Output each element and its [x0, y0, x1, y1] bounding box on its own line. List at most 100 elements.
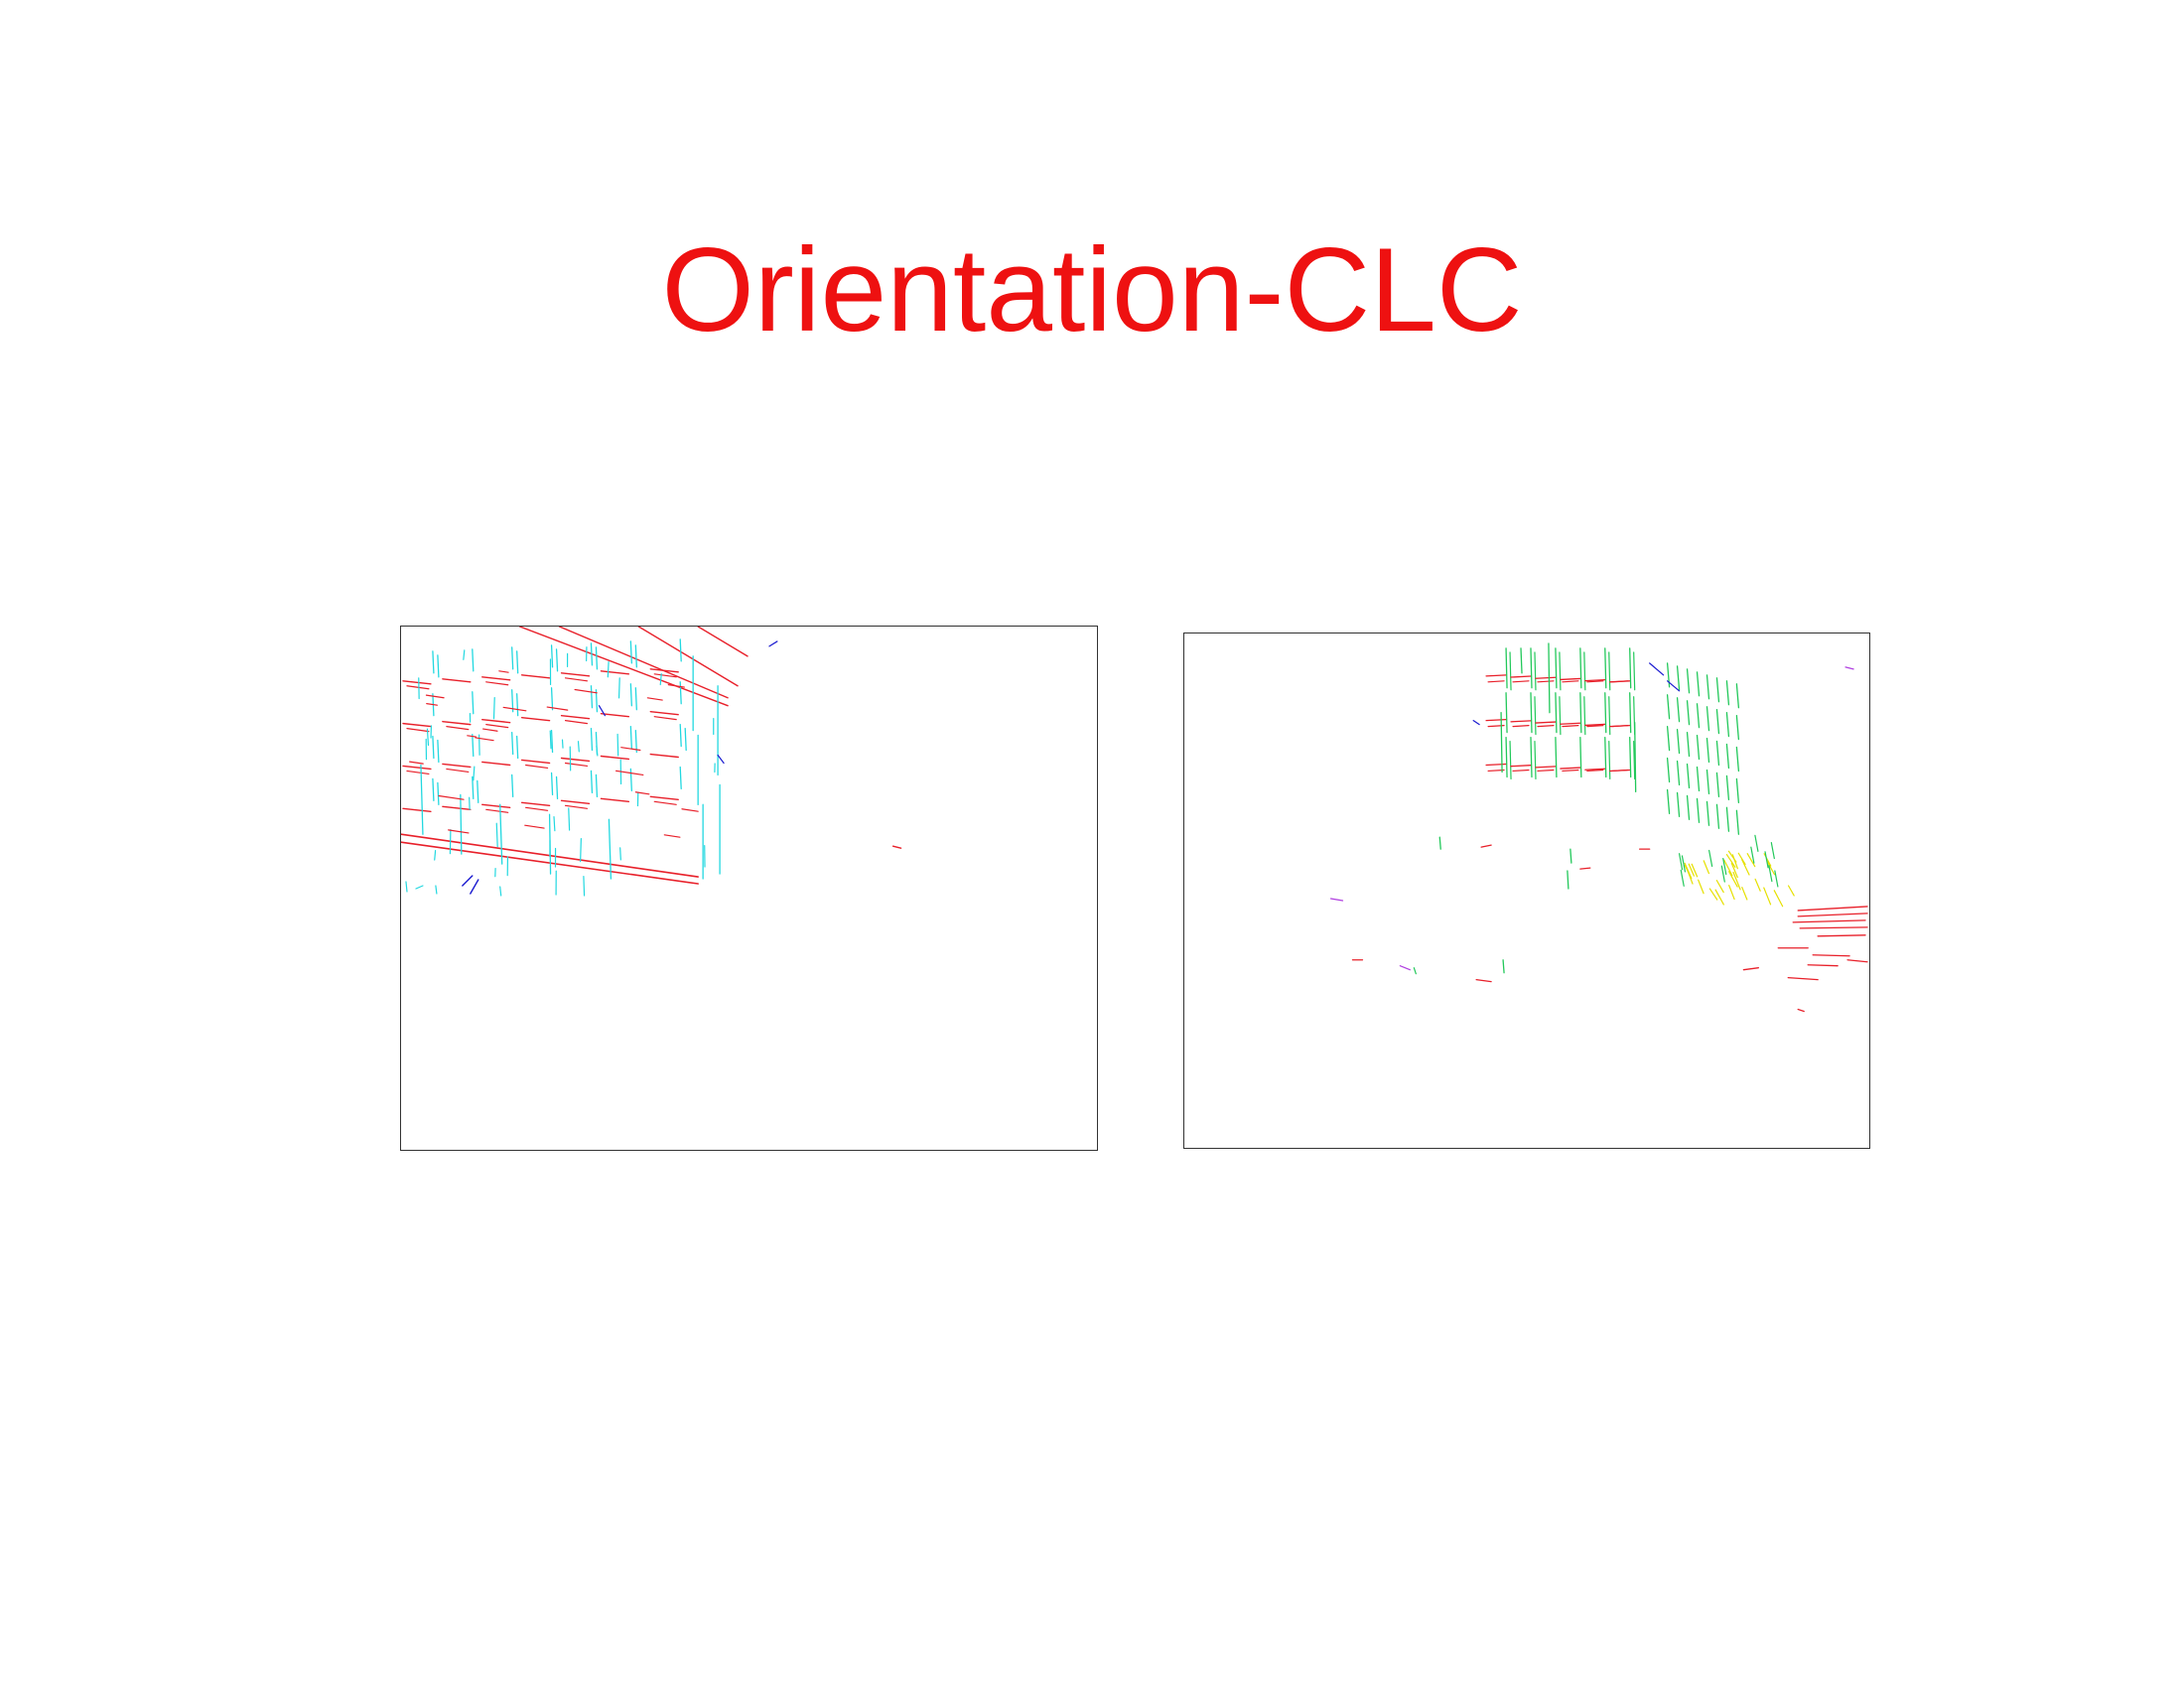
left-orientation-map — [400, 626, 1098, 1151]
line-segment — [1649, 662, 1665, 676]
line-segment — [667, 684, 685, 688]
line-segment — [442, 720, 472, 726]
line-segment — [437, 654, 440, 678]
line-segment — [1799, 926, 1868, 929]
line-segment — [1666, 725, 1671, 752]
line-segment — [637, 627, 739, 687]
line-segment — [1686, 700, 1691, 726]
line-segment — [1797, 1008, 1805, 1013]
line-segment — [1735, 777, 1740, 803]
line-segment — [1691, 863, 1699, 878]
line-segment — [1505, 736, 1508, 778]
line-segment — [1678, 853, 1684, 871]
line-segment — [1728, 871, 1738, 888]
line-segment — [595, 774, 599, 797]
line-segment — [516, 693, 519, 717]
line-segment — [1611, 680, 1629, 683]
line-segment — [435, 885, 438, 895]
line-segment — [1696, 766, 1701, 792]
line-segment — [511, 646, 514, 670]
line-segment — [550, 644, 554, 668]
line-segment — [1666, 680, 1681, 692]
line-segment — [1732, 871, 1741, 891]
line-segment — [564, 720, 589, 725]
line-segment — [1562, 680, 1579, 683]
line-segment — [564, 804, 589, 809]
line-segment — [485, 681, 509, 686]
line-segment — [1438, 836, 1441, 850]
line-segment — [550, 729, 554, 754]
line-segment — [1512, 725, 1530, 728]
line-segment — [560, 757, 591, 763]
line-segment — [498, 670, 509, 673]
line-segment — [1399, 965, 1411, 971]
line-segment — [555, 648, 559, 672]
line-segment — [634, 687, 637, 711]
line-segment — [406, 685, 430, 690]
line-segment — [653, 673, 677, 678]
right-line-segments — [1329, 642, 1868, 1013]
line-segment — [467, 735, 477, 738]
line-segment — [561, 739, 564, 749]
line-segment — [1754, 878, 1761, 892]
line-segment — [1537, 769, 1555, 773]
line-segment — [1735, 683, 1740, 709]
line-segment — [1797, 913, 1868, 917]
line-segment — [1555, 736, 1558, 778]
line-segment — [426, 702, 439, 706]
line-segment — [438, 794, 465, 800]
line-segment — [499, 803, 503, 865]
line-segment — [499, 886, 502, 897]
line-segment — [1725, 774, 1730, 801]
line-segment — [1676, 665, 1681, 691]
line-segment — [1584, 678, 1606, 682]
line-segment — [1555, 692, 1558, 734]
line-segment — [1505, 692, 1508, 734]
line-segment — [481, 718, 511, 724]
line-segment — [1534, 696, 1537, 736]
line-segment — [415, 885, 424, 890]
line-segment — [409, 761, 424, 765]
line-segment — [432, 777, 435, 801]
line-segment — [437, 739, 440, 764]
line-segment — [617, 677, 620, 699]
line-segment — [1741, 886, 1748, 901]
line-segment — [1530, 692, 1533, 734]
line-segment — [405, 881, 408, 893]
line-segment — [629, 640, 632, 664]
line-segment — [1676, 728, 1681, 755]
line-segment — [619, 847, 621, 861]
line-segment — [600, 712, 630, 718]
line-segment — [634, 729, 637, 754]
line-segment — [564, 677, 589, 682]
line-segment — [1586, 769, 1604, 773]
line-segment — [1509, 740, 1512, 780]
line-segment — [402, 807, 432, 812]
line-segment — [1629, 736, 1632, 778]
right-orientation-map — [1183, 633, 1870, 1149]
line-segment — [1570, 848, 1572, 864]
line-segment — [1741, 859, 1750, 876]
line-segment — [1567, 870, 1570, 890]
line-segment — [402, 722, 432, 728]
line-segment — [434, 850, 437, 861]
line-segment — [463, 649, 466, 660]
line-segment — [555, 775, 559, 799]
line-segment — [679, 638, 682, 662]
line-segment — [653, 716, 677, 721]
line-segment — [1534, 740, 1537, 780]
line-segment — [1730, 862, 1738, 879]
line-segment — [1754, 834, 1759, 852]
line-segment — [634, 791, 650, 795]
line-segment — [511, 774, 514, 797]
line-segment — [1485, 719, 1507, 722]
line-segment — [590, 727, 594, 752]
line-segment — [437, 781, 440, 805]
line-segment — [649, 668, 679, 673]
line-segment — [432, 650, 435, 674]
line-segment — [1584, 768, 1606, 771]
line-segment — [1611, 769, 1629, 773]
line-segment — [1559, 696, 1562, 736]
line-segment — [520, 801, 551, 807]
line-segment — [1666, 662, 1671, 688]
